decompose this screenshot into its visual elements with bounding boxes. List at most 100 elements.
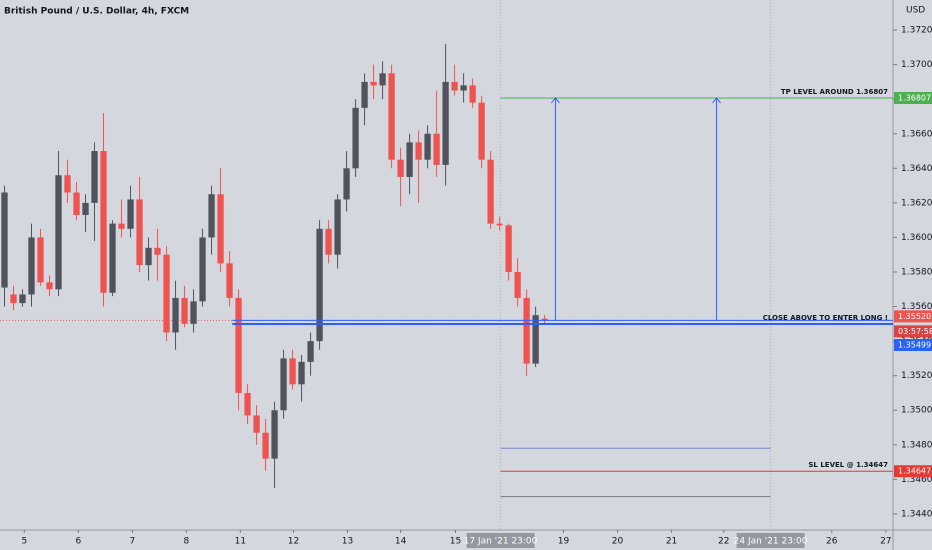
x-tick-label: 7: [129, 537, 135, 547]
candle-body: [280, 358, 287, 411]
y-tick-label: 1.37000: [901, 60, 932, 70]
candle-body: [217, 194, 224, 264]
y-tick-label: 1.36200: [901, 198, 932, 208]
x-tick-label: 26: [826, 537, 838, 547]
candle-body: [298, 361, 305, 385]
y-tick-label: 1.36600: [901, 129, 932, 139]
candle-body: [244, 392, 251, 416]
candle-body: [433, 133, 440, 165]
candle-body: [181, 297, 188, 324]
candle-body: [496, 223, 503, 226]
price-label-bg: [894, 310, 932, 323]
candle-body: [163, 254, 170, 333]
candle-body: [406, 142, 413, 177]
y-tick-label: 1.35600: [901, 302, 932, 312]
candle-body: [190, 301, 197, 324]
candle-body: [343, 168, 350, 200]
price-label: 1.35520: [898, 312, 931, 321]
crosshair-label: 17 Jan '21 23:00: [464, 537, 538, 547]
x-tick-label: 5: [21, 537, 27, 547]
price-label-bg: [894, 325, 932, 338]
candle-body: [451, 81, 458, 91]
price-label-bg: [894, 465, 932, 478]
candle-body: [118, 223, 125, 229]
level-label: TP LEVEL AROUND 1.36807: [781, 88, 888, 96]
y-tick-label: 1.36400: [901, 164, 932, 174]
candle-body: [460, 85, 467, 91]
candle-body: [289, 358, 296, 385]
candle-body: [1, 192, 8, 288]
candle-body: [532, 315, 539, 364]
candle-body: [64, 175, 71, 193]
x-tick-label: 15: [450, 537, 461, 547]
price-label-bg: [894, 339, 932, 352]
candle-body: [361, 81, 368, 108]
crosshair-label-bg: [736, 533, 805, 548]
price-label: 1.35499: [898, 341, 931, 350]
x-tick-label: 8: [183, 537, 189, 547]
candle-body: [505, 225, 512, 272]
price-label-bg: [894, 91, 932, 104]
candle-body: [109, 223, 116, 293]
candle-body: [442, 81, 449, 165]
candle-body: [397, 159, 404, 177]
y-tick-label: 1.36000: [901, 233, 932, 243]
candle-body: [46, 282, 53, 290]
candle-body: [271, 410, 278, 459]
candle-body: [19, 294, 26, 304]
x-tick-label: 14: [395, 537, 407, 547]
candle-body: [10, 294, 17, 304]
candle-body: [37, 237, 44, 283]
candle-body: [154, 247, 161, 255]
y-tick-label: 1.35200: [901, 371, 932, 381]
price-label: 03:57:58: [898, 327, 932, 336]
x-tick-label: 19: [558, 537, 570, 547]
candle-body: [487, 159, 494, 224]
candle-body: [352, 107, 359, 169]
arrow-head: [712, 97, 721, 104]
candle-body: [172, 297, 179, 333]
candle-body: [307, 341, 314, 362]
level-label: CLOSE ABOVE TO ENTER LONG !: [763, 314, 888, 322]
y-tick-label: 1.35800: [901, 267, 932, 277]
candle-body: [235, 297, 242, 393]
candle-body: [514, 271, 521, 298]
crosshair-label-bg: [466, 533, 535, 548]
candle-body: [226, 263, 233, 298]
x-tick-label: 20: [612, 537, 624, 547]
candle-body: [478, 102, 485, 160]
candle-body: [73, 192, 80, 215]
candle-body: [325, 228, 332, 255]
axis-unit: USD: [906, 6, 925, 16]
candle-body: [469, 85, 476, 103]
x-tick-label: 27: [880, 537, 891, 547]
candle-body: [55, 175, 62, 290]
candle-body: [199, 237, 206, 302]
y-tick-label: 1.34600: [901, 475, 932, 485]
candle-body: [100, 151, 107, 293]
chart-title: British Pound / U.S. Dollar, 4h, FXCM: [4, 7, 189, 17]
candle-body: [541, 318, 548, 321]
candle-body: [208, 194, 215, 238]
candle-body: [145, 247, 152, 266]
y-tick-label: 1.35000: [901, 406, 932, 416]
y-tick-label: 1.37200: [901, 26, 932, 36]
candle-body: [262, 432, 269, 459]
y-tick-label: 1.34800: [901, 440, 932, 450]
price-label: 1.36807: [898, 93, 931, 102]
x-tick-label: 13: [342, 537, 353, 547]
level-label: SL LEVEL @ 1.34647: [808, 461, 888, 469]
x-tick-label: 6: [75, 537, 81, 547]
candle-body: [316, 228, 323, 342]
arrow-head: [551, 97, 560, 104]
candle-body: [388, 73, 395, 160]
y-tick-label: 1.34400: [901, 509, 932, 519]
x-tick-label: 11: [235, 537, 246, 547]
candle-body: [253, 415, 260, 433]
candle-body: [424, 133, 431, 160]
x-tick-label: 12: [288, 537, 299, 547]
candle-body: [28, 237, 35, 295]
x-tick-label: 22: [718, 537, 729, 547]
